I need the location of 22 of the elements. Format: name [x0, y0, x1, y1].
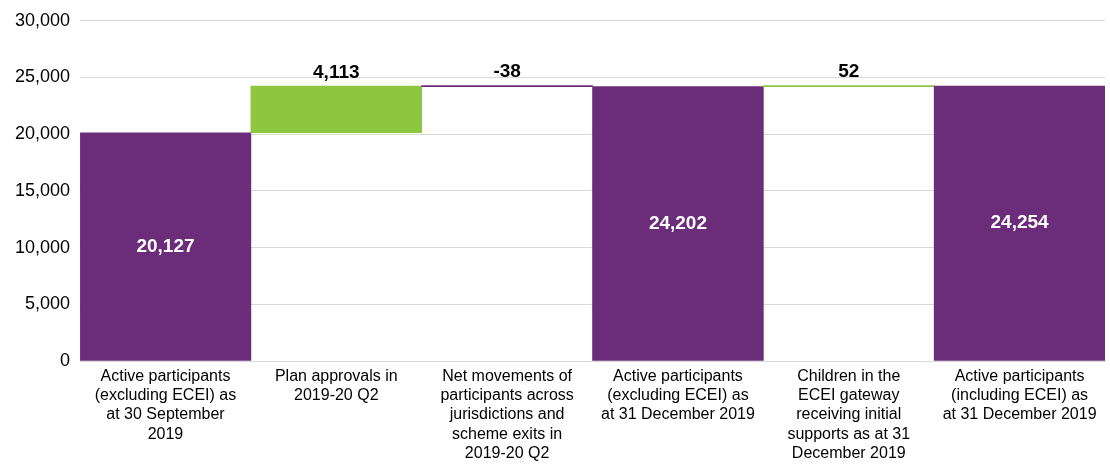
x-tick-label: Active participants (including ECEI) as at 31 December 2019 — [942, 367, 1097, 423]
x-tick-label: Active participants (excluding ECEI) as at 30 September 2019 — [94, 367, 237, 442]
y-tick-label: 10,000 — [14, 236, 71, 257]
data-label: 24,202 — [648, 211, 707, 233]
data-label: 4,113 — [313, 60, 360, 82]
y-tick-label: 15,000 — [14, 179, 71, 200]
x-tick-label: Plan approvals in 2019-20 Q2 — [274, 367, 398, 404]
y-tick-label: 30,000 — [14, 9, 71, 30]
bar — [933, 85, 1105, 361]
x-tick-label: Net movements of participants across jurisdictions and scheme exits in 2019-20 Q2 — [440, 367, 574, 461]
bar — [250, 85, 423, 134]
data-label: 52 — [838, 60, 860, 82]
y-tick-label: 25,000 — [14, 66, 71, 87]
bar — [80, 132, 252, 361]
y-tick-label: 5,000 — [25, 293, 71, 314]
y-tick-label: 0 — [60, 349, 71, 370]
data-label: 20,127 — [136, 234, 195, 256]
y-tick-label: 20,000 — [14, 123, 71, 144]
data-label: -38 — [493, 60, 521, 82]
x-tick-label: Active participants (excluding ECEI) as at 31 December 2019 — [601, 367, 755, 423]
x-tick-label: Children in the ECEI gateway receiving initial supports as at 31 December 2019 — [787, 367, 911, 461]
data-label: 24,254 — [990, 211, 1050, 233]
